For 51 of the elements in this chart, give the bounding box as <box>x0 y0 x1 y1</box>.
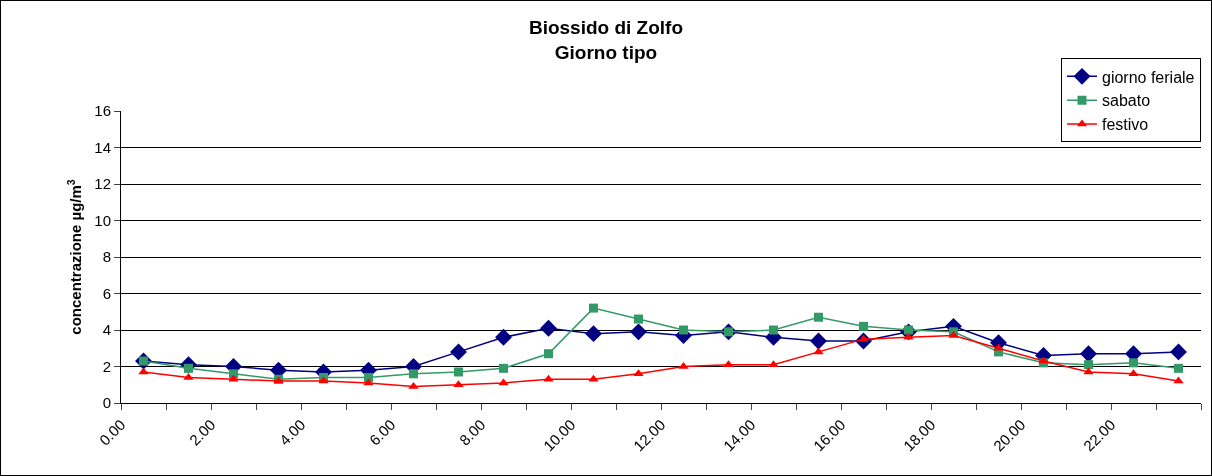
point <box>814 312 823 322</box>
point <box>183 372 194 380</box>
y-tick-label: 2 <box>102 357 111 375</box>
point <box>499 363 508 373</box>
x-tick-label: 0.00 <box>95 415 129 449</box>
x-tick-label: 6.00 <box>365 415 399 449</box>
y-tick-label: 8 <box>102 248 111 266</box>
point <box>1084 360 1093 370</box>
point <box>138 367 149 375</box>
point <box>1083 367 1094 375</box>
y-tick-label: 14 <box>94 138 111 156</box>
y-tick-label: 10 <box>94 211 111 229</box>
point <box>588 374 599 382</box>
legend-label: sabato <box>1102 92 1151 110</box>
point <box>228 374 239 382</box>
point <box>633 369 644 377</box>
y-tick-label: 4 <box>102 321 111 339</box>
y-tick-label: 6 <box>102 284 111 302</box>
point <box>454 367 463 377</box>
point <box>543 374 554 382</box>
point <box>1038 356 1049 364</box>
point <box>363 378 374 386</box>
point <box>1129 358 1138 368</box>
point <box>810 332 827 350</box>
point <box>409 369 418 379</box>
point <box>1128 369 1139 377</box>
point <box>540 319 557 337</box>
point <box>1170 343 1187 361</box>
chart-title: Biossido di Zolfo Giorno tipo <box>528 17 684 63</box>
point <box>495 328 512 346</box>
point <box>450 343 467 361</box>
y-tick-label: 16 <box>94 102 111 120</box>
point <box>634 314 643 324</box>
point <box>630 323 647 341</box>
point <box>769 325 778 335</box>
point <box>544 349 553 359</box>
x-tick-label: 8.00 <box>455 415 489 449</box>
legend-label: festivo <box>1102 116 1149 134</box>
point <box>993 343 1004 351</box>
point <box>813 347 824 355</box>
point <box>1080 345 1097 363</box>
point <box>589 303 598 313</box>
point <box>498 378 509 386</box>
point <box>859 321 868 331</box>
point <box>585 325 602 343</box>
point <box>1174 363 1183 373</box>
y-tick-label: 12 <box>94 175 111 193</box>
point <box>679 325 688 335</box>
legend-label: giorno feriale <box>1102 68 1195 86</box>
x-tick-label: 4.00 <box>275 415 309 449</box>
y-tick-label: 0 <box>102 394 111 412</box>
